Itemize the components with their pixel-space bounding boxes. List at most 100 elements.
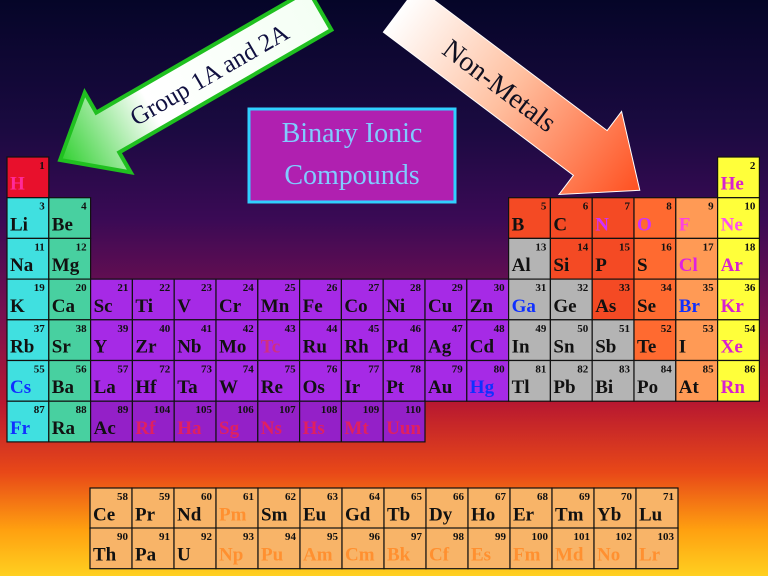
atomic-number: 15 xyxy=(619,241,631,253)
element-symbol: Rb xyxy=(10,337,34,358)
element-symbol: Cf xyxy=(429,545,450,566)
element-symbol: Cu xyxy=(428,296,453,317)
atomic-number: 80 xyxy=(494,364,506,376)
element-symbol: Mo xyxy=(219,337,246,358)
element-cell: 78 Pt xyxy=(382,359,426,402)
element-cell: 28 Ni xyxy=(382,278,426,321)
periodic-table: 1H2He3Li4Be5B6C7N8O9F10Ne11Na12Mg13Al14S… xyxy=(6,156,760,570)
element-symbol: Sm xyxy=(261,505,288,526)
element-cell: 7N xyxy=(591,197,635,239)
cell-box xyxy=(509,527,553,570)
atomic-number: 1 xyxy=(39,160,45,172)
element-cell: 39 Y xyxy=(89,319,133,362)
cell-box xyxy=(633,197,677,239)
element-symbol: Sr xyxy=(52,337,72,358)
atomic-number: 92 xyxy=(201,531,213,543)
element-symbol: Uun xyxy=(386,418,421,439)
element-symbol: Sb xyxy=(595,337,616,358)
cell-box xyxy=(633,319,677,362)
cell-box xyxy=(257,400,301,443)
cell-box xyxy=(635,487,679,530)
element-symbol: H xyxy=(10,174,25,195)
element-symbol: Pu xyxy=(261,545,284,566)
element-symbol: Be xyxy=(52,214,73,235)
cell-box xyxy=(340,400,384,443)
atomic-number: 91 xyxy=(159,531,170,543)
element-symbol: Es xyxy=(471,545,491,566)
element-symbol: Hg xyxy=(470,377,495,398)
element-symbol: Ni xyxy=(386,296,405,317)
cell-box xyxy=(716,278,760,321)
cell-box xyxy=(382,400,426,443)
atomic-number: 55 xyxy=(34,364,46,376)
cell-box xyxy=(299,400,343,443)
element-symbol: Zn xyxy=(470,296,494,317)
atomic-number: 98 xyxy=(453,531,465,543)
atomic-number: 13 xyxy=(535,241,547,253)
element-cell: 44 Ru xyxy=(299,319,343,362)
element-cell: 69 Tm xyxy=(551,487,595,530)
atomic-number: 32 xyxy=(577,282,589,294)
element-symbol: Kr xyxy=(721,296,745,317)
cell-box xyxy=(716,197,760,239)
atomic-number: 90 xyxy=(117,531,129,543)
atomic-number: 2 xyxy=(750,160,756,172)
element-symbol: Am xyxy=(303,545,333,566)
cell-box xyxy=(549,197,593,239)
element-cell: 17 Cl xyxy=(675,237,719,280)
element-symbol: Pt xyxy=(386,377,405,398)
element-symbol: Pm xyxy=(219,505,247,526)
element-symbol: Ha xyxy=(177,418,202,439)
cell-box xyxy=(549,319,593,362)
cell-box xyxy=(173,527,217,570)
element-cell: 2 He xyxy=(716,156,760,199)
element-symbol: Pa xyxy=(135,545,157,566)
element-cell: 100 Fm xyxy=(509,527,553,570)
atomic-number: 61 xyxy=(243,491,254,503)
atomic-number: 76 xyxy=(326,364,338,376)
cell-box xyxy=(299,527,343,570)
element-symbol: Tb xyxy=(387,505,410,526)
element-cell: 64 Gd xyxy=(341,487,385,530)
atomic-number: 75 xyxy=(285,364,297,376)
atomic-number: 11 xyxy=(34,241,44,253)
cell-box xyxy=(299,278,343,321)
element-symbol: Sg xyxy=(219,418,240,439)
atomic-number: 64 xyxy=(369,491,381,503)
cell-box xyxy=(716,359,760,402)
atomic-number: 110 xyxy=(405,404,421,416)
cell-box xyxy=(89,278,133,321)
atomic-number: 72 xyxy=(159,364,171,376)
element-symbol: B xyxy=(512,214,525,235)
cell-box xyxy=(89,527,133,570)
element-cell: 6C xyxy=(549,197,593,239)
element-symbol: Tm xyxy=(555,505,584,526)
element-cell: 43 Tc xyxy=(257,319,301,362)
element-symbol: Eu xyxy=(303,505,327,526)
element-symbol: Ag xyxy=(428,337,452,358)
element-symbol: Ir xyxy=(344,377,360,398)
cell-box xyxy=(131,278,175,321)
element-cell: 60 Nd xyxy=(173,487,217,530)
element-symbol: Ce xyxy=(93,505,115,526)
element-symbol: Re xyxy=(261,377,283,398)
atomic-number: 77 xyxy=(368,364,380,376)
atomic-number: 73 xyxy=(201,364,213,376)
atomic-number: 48 xyxy=(494,323,506,335)
cell-box xyxy=(131,319,175,362)
element-symbol: Cs xyxy=(10,377,31,398)
element-symbol: Lr xyxy=(639,545,661,566)
atomic-number: 71 xyxy=(663,491,674,503)
element-symbol: Mt xyxy=(344,418,369,439)
atomic-number: 101 xyxy=(574,531,591,543)
element-symbol: Mn xyxy=(261,296,290,317)
element-cell: 101 Md xyxy=(551,527,595,570)
cell-box xyxy=(633,278,677,321)
